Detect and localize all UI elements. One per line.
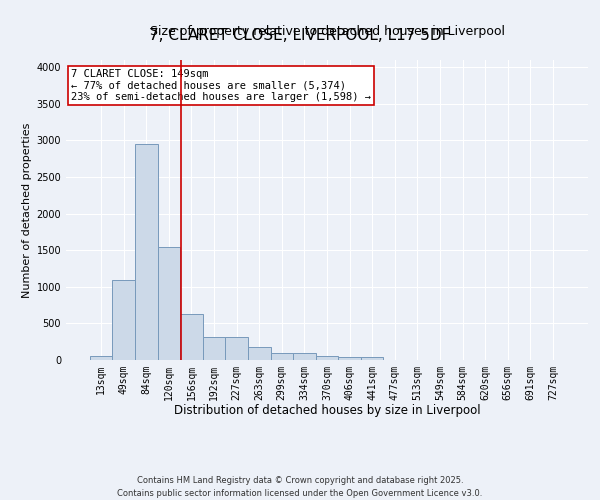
Bar	[112, 280, 135, 360]
Bar	[293, 352, 316, 360]
Bar	[226, 338, 248, 360]
Bar	[158, 246, 180, 360]
Bar	[180, 314, 203, 360]
Bar	[271, 352, 293, 360]
Bar	[248, 347, 271, 360]
X-axis label: Distribution of detached houses by size in Liverpool: Distribution of detached houses by size …	[173, 404, 481, 417]
Text: 7 CLARET CLOSE: 149sqm
← 77% of detached houses are smaller (5,374)
23% of semi-: 7 CLARET CLOSE: 149sqm ← 77% of detached…	[71, 69, 371, 102]
Text: Contains HM Land Registry data © Crown copyright and database right 2025.
Contai: Contains HM Land Registry data © Crown c…	[118, 476, 482, 498]
Bar	[338, 357, 361, 360]
Bar	[316, 356, 338, 360]
Bar	[361, 357, 383, 360]
Bar	[135, 144, 158, 360]
Bar	[90, 356, 112, 360]
Y-axis label: Number of detached properties: Number of detached properties	[22, 122, 32, 298]
Title: Size of property relative to detached houses in Liverpool: Size of property relative to detached ho…	[149, 25, 505, 38]
Bar	[203, 338, 226, 360]
Text: 7, CLARET CLOSE, LIVERPOOL, L17 5DF: 7, CLARET CLOSE, LIVERPOOL, L17 5DF	[149, 28, 451, 42]
